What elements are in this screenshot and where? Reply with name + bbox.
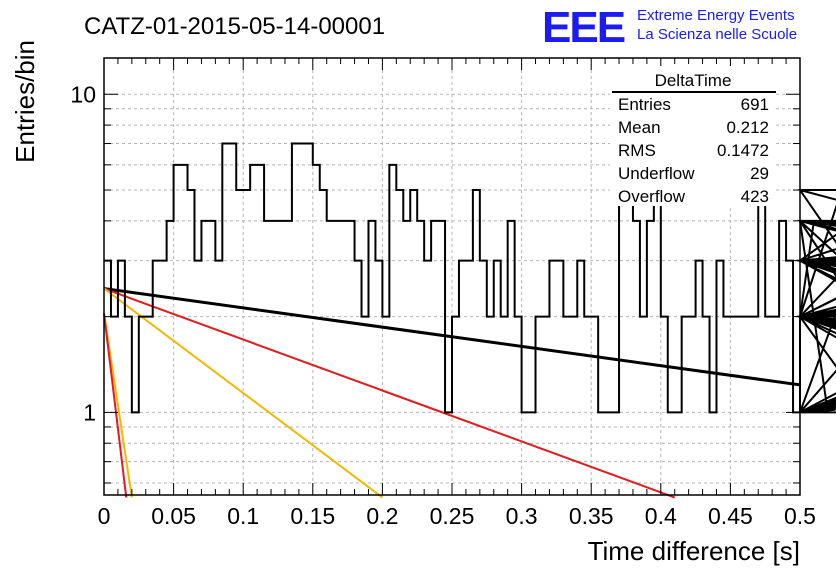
axis-ticks: 0 0.05 0.1 0.15 0.2 0.25 0.3 0.35 0.4 0.45 0.5 1 10 [70, 58, 816, 529]
x-tick-label: 0.05 [151, 503, 196, 529]
x-tick-label: 0.3 [506, 503, 538, 529]
grid-lines [104, 58, 800, 495]
x-tick-label: 0.5 [784, 503, 816, 529]
stats-row-value: 691 [741, 95, 769, 114]
stats-row-label: Entries [618, 95, 671, 114]
stats-row-label: RMS [618, 141, 656, 160]
stats-box-background [610, 66, 776, 206]
stats-row-value: 423 [741, 187, 769, 206]
fit-curve-5 [103, 313, 128, 498]
stats-row-label: Mean [618, 118, 661, 137]
stats-row-value: 29 [750, 164, 769, 183]
eee-logo-mark: EEE [542, 3, 625, 52]
eee-logo-line1: Extreme Energy Events [637, 7, 795, 24]
x-tick-label: 0 [98, 503, 111, 529]
x-axis-label: Time difference [s] [588, 536, 800, 566]
y-tick-label: 1 [83, 399, 96, 425]
x-tick-label: 0.15 [290, 503, 335, 529]
histogram-step-line [104, 142, 836, 414]
x-tick-label: 0.45 [708, 503, 753, 529]
stats-row-value: 0.1472 [717, 141, 769, 160]
histogram-series [104, 142, 836, 414]
stats-box: DeltaTime Entries 691 Mean 0.212 RMS 0.1472 Un… [610, 66, 776, 206]
eee-logo-line2: La Scienza nelle Scuole [637, 26, 797, 43]
stats-row-label: Underflow [618, 164, 695, 183]
x-tick-label: 0.35 [569, 503, 614, 529]
fit-curve-2 [103, 287, 676, 499]
stats-rows: Entries 691 Mean 0.212 RMS 0.1472 Underflow 29 O… [618, 95, 769, 206]
fit-curve-3 [103, 287, 384, 499]
y-axis-label: Entries/bin [10, 40, 40, 163]
stats-row-label: Overflow [618, 187, 686, 206]
chart-title: CATZ-01-2015-05-14-00001 [84, 13, 385, 40]
x-tick-label: 0.1 [227, 503, 259, 529]
stats-row-value: 0.212 [726, 118, 769, 137]
x-tick-label: 0.25 [430, 503, 475, 529]
x-tick-label: 0.4 [645, 503, 677, 529]
y-tick-label: 10 [70, 81, 96, 107]
stats-box-title: DeltaTime [655, 71, 732, 90]
x-tick-label: 0.2 [366, 503, 398, 529]
eee-logo: EEE Extreme Energy Events La Scienza nel… [542, 3, 797, 52]
